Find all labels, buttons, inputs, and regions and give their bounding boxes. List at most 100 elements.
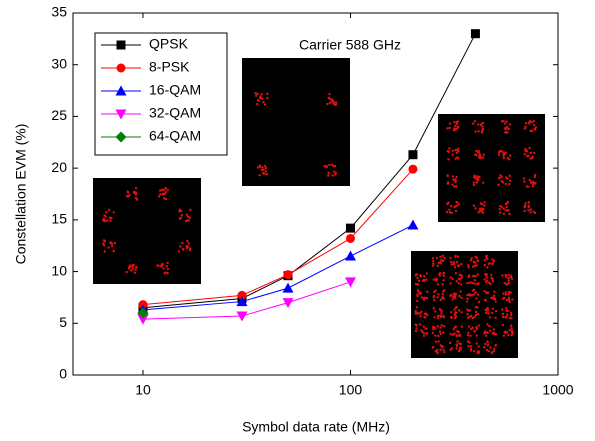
symbol-dot: [457, 265, 459, 267]
symbol-dot: [493, 291, 495, 293]
symbol-dot: [529, 179, 531, 181]
symbol-dot: [102, 242, 104, 244]
symbol-dot: [457, 147, 459, 149]
symbol-dot: [159, 193, 161, 195]
symbol-dot: [256, 103, 258, 105]
symbol-dot: [510, 317, 512, 319]
symbol-dot: [160, 265, 162, 267]
symbol-dot: [460, 283, 462, 285]
symbol-dot: [433, 295, 435, 297]
symbol-dot: [423, 325, 425, 327]
symbol-dot: [419, 315, 421, 317]
symbol-dot: [467, 332, 469, 334]
symbol-dot: [508, 158, 510, 160]
symbol-dot: [468, 325, 470, 327]
symbol-dot: [453, 127, 455, 129]
symbol-dot: [178, 250, 180, 252]
symbol-dot: [418, 280, 420, 282]
symbol-dot: [262, 101, 264, 103]
symbol-dot: [440, 333, 442, 335]
symbol-dot: [500, 180, 502, 182]
symbol-dot: [474, 256, 476, 258]
symbol-dot: [473, 316, 475, 318]
symbol-dot: [487, 344, 489, 346]
symbol-dot: [135, 266, 137, 268]
symbol-dot: [508, 279, 510, 281]
symbol-dot: [477, 259, 479, 261]
symbol-dot: [437, 283, 439, 285]
symbol-dot: [258, 174, 260, 176]
symbol-dot: [125, 271, 127, 273]
symbol-dot: [503, 334, 505, 336]
symbol-dot: [419, 323, 421, 325]
symbol-dot: [416, 277, 418, 279]
symbol-dot: [525, 122, 527, 124]
symbol-dot: [447, 175, 449, 177]
legend-label: 64-QAM: [149, 128, 201, 144]
symbol-dot: [482, 212, 484, 214]
x-tick-label: 100: [339, 382, 363, 398]
symbol-dot: [505, 307, 507, 309]
symbol-dot: [450, 294, 452, 296]
symbol-dot: [509, 329, 511, 331]
symbol-dot: [456, 280, 458, 282]
symbol-dot: [162, 263, 164, 265]
symbol-dot: [443, 289, 445, 291]
symbol-dot: [416, 273, 418, 275]
symbol-dot: [503, 157, 505, 159]
symbol-dot: [136, 199, 138, 201]
symbol-dot: [162, 267, 164, 269]
symbol-dot: [266, 97, 268, 99]
symbol-dot: [432, 346, 434, 348]
symbol-dot: [501, 308, 503, 310]
symbol-dot: [488, 263, 490, 265]
symbol-dot: [459, 346, 461, 348]
symbol-dot: [442, 293, 444, 295]
symbol-dot: [534, 176, 536, 178]
symbol-dot: [443, 325, 445, 327]
symbol-dot: [470, 348, 472, 350]
symbol-dot: [449, 257, 451, 259]
symbol-dot: [473, 289, 475, 291]
symbol-dot: [433, 307, 435, 309]
symbol-dot: [133, 192, 135, 194]
symbol-dot: [452, 149, 454, 151]
symbol-dot: [453, 206, 455, 208]
symbol-dot: [436, 325, 438, 327]
symbol-dot: [532, 180, 534, 182]
symbol-dot: [458, 335, 460, 337]
symbol-dot: [162, 193, 164, 195]
symbol-dot: [456, 205, 458, 207]
symbol-dot: [325, 165, 327, 167]
symbol-dot: [328, 93, 330, 95]
symbol-dot: [442, 331, 444, 333]
symbol-dot: [259, 166, 261, 168]
symbol-dot: [439, 331, 441, 333]
symbol-dot: [455, 343, 457, 345]
symbol-dot: [498, 151, 500, 153]
symbol-dot: [456, 261, 458, 263]
symbol-dot: [476, 179, 478, 181]
symbol-dot: [460, 311, 462, 313]
symbol-dot: [439, 349, 441, 351]
symbol-dot: [506, 315, 508, 317]
y-axis-title: Constellation EVM (%): [13, 124, 29, 265]
symbol-dot: [434, 289, 436, 291]
symbol-dot: [436, 296, 438, 298]
symbol-dot: [104, 215, 106, 217]
marker: [345, 277, 356, 287]
symbol-dot: [437, 265, 439, 267]
symbol-dot: [491, 296, 493, 298]
legend-label: QPSK: [149, 36, 189, 52]
symbol-dot: [439, 326, 441, 328]
symbol-dot: [254, 92, 256, 94]
symbol-dot: [477, 282, 479, 284]
symbol-dot: [437, 340, 439, 342]
symbol-dot: [477, 176, 479, 178]
symbol-dot: [435, 278, 437, 280]
symbol-dot: [511, 278, 513, 280]
symbol-dot: [509, 123, 511, 125]
symbol-dot: [527, 155, 529, 157]
symbol-dot: [426, 314, 428, 316]
symbol-dot: [185, 246, 187, 248]
